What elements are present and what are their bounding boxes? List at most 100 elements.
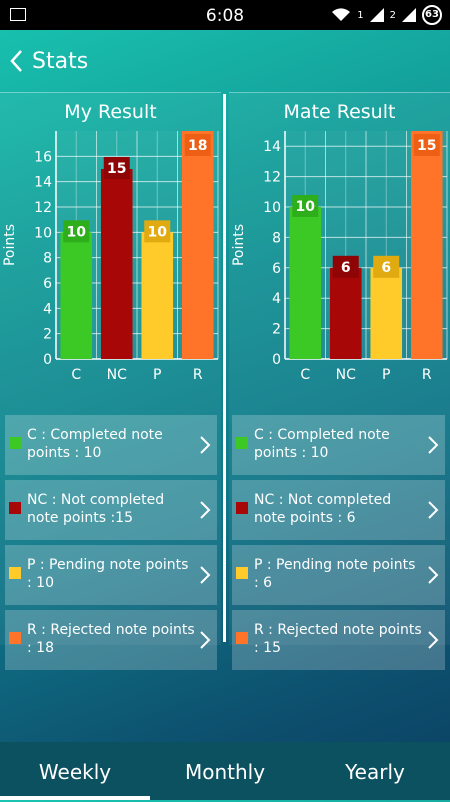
legend-swatch xyxy=(9,632,21,644)
x-tick-label: P xyxy=(153,367,161,383)
chevron-right-icon xyxy=(428,566,439,584)
x-tick-label: R xyxy=(422,367,432,383)
tab-monthly[interactable]: Monthly xyxy=(184,760,266,784)
data-label: 10 xyxy=(67,224,87,240)
status-bar: 6:08 1 2 63 xyxy=(0,0,450,30)
y-tick-label: 4 xyxy=(43,301,52,317)
chevron-right-icon xyxy=(428,501,439,519)
y-tick-label: 10 xyxy=(34,225,52,241)
legend-item-nc[interactable]: NC : Not completed note points : 6 xyxy=(232,480,445,540)
bar-p xyxy=(370,267,403,359)
chevron-right-icon xyxy=(200,436,211,454)
x-tick-label: C xyxy=(300,367,310,383)
legend-swatch xyxy=(236,567,248,579)
data-label: 18 xyxy=(188,138,207,154)
x-tick-label: R xyxy=(193,367,203,383)
legend-item-r[interactable]: R : Rejected note points : 15 xyxy=(232,610,445,670)
chevron-right-icon xyxy=(200,566,211,584)
page-title: Stats xyxy=(32,48,89,74)
image-notification-icon xyxy=(10,8,26,21)
y-tick-label: 4 xyxy=(272,291,281,307)
wifi-icon xyxy=(332,8,351,21)
legend-text: C : Completed note points : 10 xyxy=(27,427,163,461)
bar-c xyxy=(289,207,322,359)
status-right: 1 2 63 xyxy=(331,5,442,25)
y-tick-label: 6 xyxy=(43,276,52,292)
signal-1-icon xyxy=(369,8,384,22)
tab-yearly[interactable]: Yearly xyxy=(345,760,405,784)
legend-swatch xyxy=(9,437,21,449)
x-tick-label: C xyxy=(71,367,81,383)
chevron-right-icon xyxy=(200,631,211,649)
legend-text: R : Rejected note points : 15 xyxy=(254,622,422,656)
y-tick-label: 14 xyxy=(34,175,52,191)
y-tick-label: 0 xyxy=(43,352,52,368)
legend-swatch xyxy=(9,567,21,579)
x-tick-label: P xyxy=(382,367,390,383)
y-tick-label: 12 xyxy=(263,170,281,186)
y-tick-label: 8 xyxy=(272,230,281,246)
chevron-right-icon xyxy=(200,501,211,519)
legend-item-c[interactable]: C : Completed note points : 10 xyxy=(5,415,217,475)
period-tabbar: Weekly Monthly Yearly xyxy=(0,742,450,800)
signal-2-icon xyxy=(402,8,416,22)
legend-item-nc[interactable]: NC : Not completed note points :15 xyxy=(5,480,217,540)
data-label: 15 xyxy=(107,161,126,177)
y-tick-label: 2 xyxy=(43,327,52,343)
y-tick-label: 10 xyxy=(263,200,281,216)
status-time: 6:08 xyxy=(205,6,245,26)
chevron-right-icon xyxy=(428,631,439,649)
header: Stats xyxy=(0,30,450,92)
y-tick-label: 0 xyxy=(272,352,281,368)
legend-swatch xyxy=(236,632,248,644)
y-tick-label: 14 xyxy=(263,139,281,155)
data-label: 6 xyxy=(341,260,351,276)
legend-item-p[interactable]: P : Pending note points : 10 xyxy=(5,545,217,605)
y-axis-label: Points xyxy=(231,224,247,266)
back-chevron-icon[interactable] xyxy=(6,46,28,76)
mate-result-panel: Mate Result 0 2 4 6 8 10 12 14 Points 10 C 6 NC 6 P 15 R… xyxy=(229,92,450,670)
y-tick-label: 12 xyxy=(34,200,52,216)
x-tick-label: NC xyxy=(107,367,127,383)
tab-weekly[interactable]: Weekly xyxy=(0,742,150,800)
my-result-panel: My Result 0 2 4 6 8 10 12 14 16 Points 10 C 15 NC 10 P 1… xyxy=(0,92,221,670)
y-tick-label: 16 xyxy=(34,149,52,165)
data-label: 15 xyxy=(417,138,436,154)
legend-text: NC : Not completed note points : 6 xyxy=(254,492,392,526)
bar-p xyxy=(141,232,174,359)
data-label-box xyxy=(103,157,130,179)
bar-r xyxy=(410,131,443,359)
legend-item-p[interactable]: P : Pending note points : 6 xyxy=(232,545,445,605)
my-result-chart: 0 2 4 6 8 10 12 14 16 Points 10 C 15 NC 10 P 18 R xyxy=(2,131,219,383)
data-label-box xyxy=(332,255,359,278)
data-label-box xyxy=(63,220,90,243)
sim2-label: 2 xyxy=(389,9,396,21)
data-label-box xyxy=(292,195,319,217)
bar-nc xyxy=(100,169,133,359)
data-label: 10 xyxy=(148,224,168,240)
legend-item-c[interactable]: C : Completed note points : 10 xyxy=(232,415,445,475)
y-tick-label: 8 xyxy=(43,251,52,267)
legend-text: P : Pending note points : 10 xyxy=(27,557,189,591)
legend-text: C : Completed note points : 10 xyxy=(254,427,390,461)
panel-title: My Result xyxy=(64,101,157,123)
legend-swatch xyxy=(236,437,248,449)
y-axis-label: Points xyxy=(2,224,18,266)
y-tick-label: 6 xyxy=(272,261,281,277)
legend-item-r[interactable]: R : Rejected note points : 18 xyxy=(5,610,217,670)
data-label-box xyxy=(413,134,440,156)
mate-result-chart: 0 2 4 6 8 10 12 14 Points 10 C 6 NC 6 P 15 R xyxy=(231,131,448,383)
legend-text: R : Rejected note points : 18 xyxy=(27,622,195,656)
legend-swatch xyxy=(9,502,21,514)
legend-text: NC : Not completed note points :15 xyxy=(27,492,165,526)
legend-text: P : Pending note points : 6 xyxy=(254,557,416,591)
y-tick-label: 2 xyxy=(272,322,281,338)
battery-icon: 63 xyxy=(422,5,442,25)
chevron-right-icon xyxy=(428,436,439,454)
data-label: 10 xyxy=(296,199,316,215)
x-tick-label: NC xyxy=(336,367,356,383)
bar-c xyxy=(60,232,93,359)
data-label-box xyxy=(184,134,211,156)
bar-r xyxy=(181,131,214,359)
data-label-box xyxy=(144,220,171,243)
